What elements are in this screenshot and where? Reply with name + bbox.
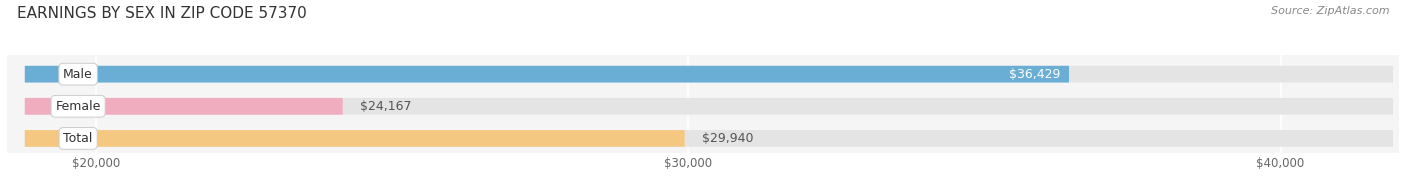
Text: Total: Total bbox=[63, 132, 93, 145]
Text: EARNINGS BY SEX IN ZIP CODE 57370: EARNINGS BY SEX IN ZIP CODE 57370 bbox=[17, 6, 307, 21]
FancyBboxPatch shape bbox=[25, 130, 1393, 147]
Text: $29,940: $29,940 bbox=[703, 132, 754, 145]
Text: $36,429: $36,429 bbox=[1008, 68, 1060, 81]
Text: Female: Female bbox=[55, 100, 101, 113]
FancyBboxPatch shape bbox=[25, 66, 1393, 83]
FancyBboxPatch shape bbox=[25, 98, 343, 115]
FancyBboxPatch shape bbox=[25, 66, 1069, 83]
Text: Source: ZipAtlas.com: Source: ZipAtlas.com bbox=[1271, 6, 1389, 16]
FancyBboxPatch shape bbox=[25, 130, 685, 147]
FancyBboxPatch shape bbox=[25, 98, 1393, 115]
Text: $24,167: $24,167 bbox=[360, 100, 412, 113]
Text: Male: Male bbox=[63, 68, 93, 81]
